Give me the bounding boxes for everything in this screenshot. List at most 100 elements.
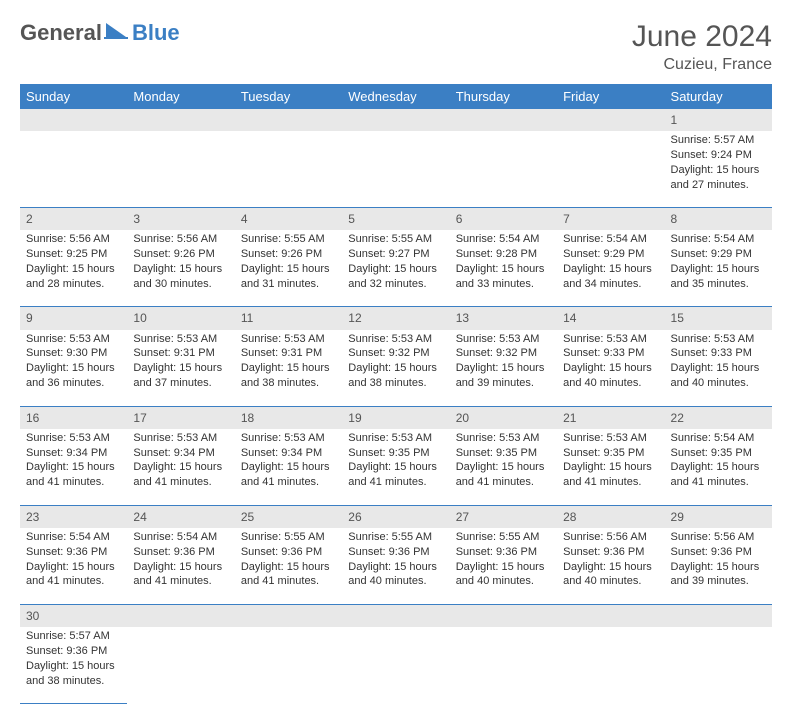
daylight-text: and 40 minutes. bbox=[671, 376, 766, 391]
weekday-header: Wednesday bbox=[342, 84, 449, 109]
sunrise-text: Sunrise: 5:56 AM bbox=[563, 530, 658, 545]
sunset-text: Sunset: 9:32 PM bbox=[456, 346, 551, 361]
daylight-text: Daylight: 15 hours bbox=[348, 460, 443, 475]
sunrise-text: Sunrise: 5:53 AM bbox=[241, 332, 336, 347]
day-number: 6 bbox=[450, 208, 557, 231]
day-cell: Sunrise: 5:55 AMSunset: 9:36 PMDaylight:… bbox=[342, 528, 449, 605]
sunrise-text: Sunrise: 5:57 AM bbox=[671, 133, 766, 148]
day-number: 15 bbox=[665, 307, 772, 330]
daylight-text: Daylight: 15 hours bbox=[563, 262, 658, 277]
day-cell bbox=[557, 131, 664, 208]
daylight-text: and 27 minutes. bbox=[671, 178, 766, 193]
day-cell: Sunrise: 5:55 AMSunset: 9:26 PMDaylight:… bbox=[235, 230, 342, 307]
daylight-text: and 41 minutes. bbox=[26, 574, 121, 589]
daylight-text: Daylight: 15 hours bbox=[563, 361, 658, 376]
sunset-text: Sunset: 9:30 PM bbox=[26, 346, 121, 361]
daylight-text: and 40 minutes. bbox=[348, 574, 443, 589]
daylight-text: Daylight: 15 hours bbox=[133, 361, 228, 376]
day-cell: Sunrise: 5:53 AMSunset: 9:34 PMDaylight:… bbox=[127, 429, 234, 506]
title-block: June 2024 Cuzieu, France bbox=[632, 20, 772, 74]
daylight-text: Daylight: 15 hours bbox=[241, 460, 336, 475]
day-number-row: 9101112131415 bbox=[20, 307, 772, 330]
daylight-text: and 38 minutes. bbox=[241, 376, 336, 391]
day-number-row: 1 bbox=[20, 109, 772, 131]
calendar-table: Sunday Monday Tuesday Wednesday Thursday… bbox=[20, 84, 772, 704]
sunrise-text: Sunrise: 5:53 AM bbox=[456, 431, 551, 446]
day-number: 11 bbox=[235, 307, 342, 330]
sunrise-text: Sunrise: 5:53 AM bbox=[26, 332, 121, 347]
day-cell bbox=[342, 627, 449, 704]
day-number bbox=[450, 604, 557, 627]
daylight-text: and 41 minutes. bbox=[348, 475, 443, 490]
daylight-text: and 41 minutes. bbox=[241, 475, 336, 490]
day-cell bbox=[450, 131, 557, 208]
daylight-text: and 36 minutes. bbox=[26, 376, 121, 391]
day-cell: Sunrise: 5:53 AMSunset: 9:31 PMDaylight:… bbox=[127, 330, 234, 407]
day-number: 23 bbox=[20, 505, 127, 528]
sunrise-text: Sunrise: 5:56 AM bbox=[133, 232, 228, 247]
sunrise-text: Sunrise: 5:53 AM bbox=[563, 431, 658, 446]
daylight-text: Daylight: 15 hours bbox=[26, 460, 121, 475]
day-number-row: 23242526272829 bbox=[20, 505, 772, 528]
daylight-text: and 40 minutes. bbox=[563, 376, 658, 391]
sunset-text: Sunset: 9:36 PM bbox=[241, 545, 336, 560]
sunrise-text: Sunrise: 5:55 AM bbox=[348, 530, 443, 545]
daylight-text: and 30 minutes. bbox=[133, 277, 228, 292]
sunset-text: Sunset: 9:34 PM bbox=[241, 446, 336, 461]
day-cell: Sunrise: 5:53 AMSunset: 9:31 PMDaylight:… bbox=[235, 330, 342, 407]
day-number: 19 bbox=[342, 406, 449, 429]
daylight-text: and 33 minutes. bbox=[456, 277, 551, 292]
weekday-header: Monday bbox=[127, 84, 234, 109]
daylight-text: Daylight: 15 hours bbox=[563, 560, 658, 575]
sunset-text: Sunset: 9:36 PM bbox=[26, 644, 121, 659]
sunrise-text: Sunrise: 5:53 AM bbox=[348, 332, 443, 347]
daylight-text: and 35 minutes. bbox=[671, 277, 766, 292]
daylight-text: and 34 minutes. bbox=[563, 277, 658, 292]
day-number: 28 bbox=[557, 505, 664, 528]
day-cell: Sunrise: 5:56 AMSunset: 9:26 PMDaylight:… bbox=[127, 230, 234, 307]
daylight-text: and 40 minutes. bbox=[456, 574, 551, 589]
daylight-text: and 38 minutes. bbox=[348, 376, 443, 391]
sunset-text: Sunset: 9:35 PM bbox=[563, 446, 658, 461]
day-number: 13 bbox=[450, 307, 557, 330]
sunset-text: Sunset: 9:36 PM bbox=[456, 545, 551, 560]
day-cell: Sunrise: 5:53 AMSunset: 9:33 PMDaylight:… bbox=[665, 330, 772, 407]
day-cell bbox=[235, 131, 342, 208]
daylight-text: Daylight: 15 hours bbox=[26, 659, 121, 674]
day-number bbox=[557, 109, 664, 131]
day-number bbox=[127, 109, 234, 131]
day-number bbox=[665, 604, 772, 627]
sunrise-text: Sunrise: 5:54 AM bbox=[671, 431, 766, 446]
daylight-text: Daylight: 15 hours bbox=[348, 560, 443, 575]
daylight-text: Daylight: 15 hours bbox=[241, 262, 336, 277]
daylight-text: Daylight: 15 hours bbox=[671, 460, 766, 475]
day-cell: Sunrise: 5:54 AMSunset: 9:36 PMDaylight:… bbox=[20, 528, 127, 605]
sunset-text: Sunset: 9:34 PM bbox=[26, 446, 121, 461]
day-number: 16 bbox=[20, 406, 127, 429]
sunset-text: Sunset: 9:25 PM bbox=[26, 247, 121, 262]
day-cell: Sunrise: 5:56 AMSunset: 9:36 PMDaylight:… bbox=[665, 528, 772, 605]
sunset-text: Sunset: 9:29 PM bbox=[671, 247, 766, 262]
sunset-text: Sunset: 9:33 PM bbox=[563, 346, 658, 361]
daylight-text: Daylight: 15 hours bbox=[563, 460, 658, 475]
daylight-text: Daylight: 15 hours bbox=[348, 361, 443, 376]
day-cell: Sunrise: 5:54 AMSunset: 9:35 PMDaylight:… bbox=[665, 429, 772, 506]
day-detail-row: Sunrise: 5:56 AM Sunset: 9:25 PM Daylight:… bbox=[20, 230, 772, 307]
day-cell bbox=[235, 627, 342, 704]
daylight-text: Daylight: 15 hours bbox=[456, 361, 551, 376]
day-cell: Sunrise: 5:55 AMSunset: 9:27 PMDaylight:… bbox=[342, 230, 449, 307]
day-cell: Sunrise: 5:53 AMSunset: 9:30 PMDaylight:… bbox=[20, 330, 127, 407]
day-cell: Sunrise: 5:53 AMSunset: 9:35 PMDaylight:… bbox=[450, 429, 557, 506]
daylight-text: Daylight: 15 hours bbox=[456, 262, 551, 277]
flag-icon bbox=[104, 21, 130, 46]
day-cell: Sunrise: 5:53 AMSunset: 9:34 PMDaylight:… bbox=[20, 429, 127, 506]
sunset-text: Sunset: 9:36 PM bbox=[563, 545, 658, 560]
sunrise-text: Sunrise: 5:54 AM bbox=[133, 530, 228, 545]
day-number: 7 bbox=[557, 208, 664, 231]
sunrise-text: Sunrise: 5:54 AM bbox=[671, 232, 766, 247]
day-cell bbox=[127, 627, 234, 704]
daylight-text: Daylight: 15 hours bbox=[456, 460, 551, 475]
daylight-text: and 39 minutes. bbox=[671, 574, 766, 589]
day-cell bbox=[450, 627, 557, 704]
sunrise-text: Sunrise: 5:53 AM bbox=[133, 332, 228, 347]
